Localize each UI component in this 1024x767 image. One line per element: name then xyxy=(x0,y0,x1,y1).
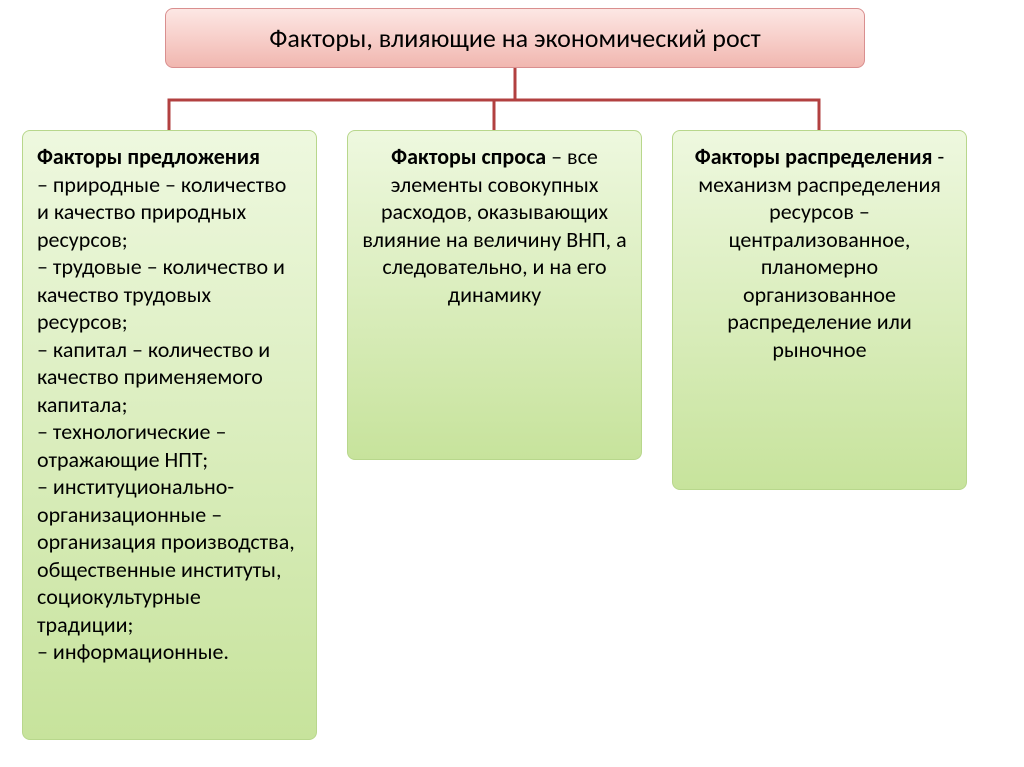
child-body: механизм распределения ресурсов – центра… xyxy=(698,171,941,363)
child-separator: – xyxy=(546,143,567,170)
root-node: Факторы, влияющие на экономический рост xyxy=(165,8,865,68)
child-node-demand: Факторы спроса – все элементы совокупных… xyxy=(347,130,642,460)
child-title: Факторы предложения xyxy=(37,143,260,170)
child-title: Факторы спроса xyxy=(391,143,546,170)
child-node-distribution: Факторы распределения - механизм распред… xyxy=(672,130,967,490)
child-body: – природные – количество и качество прир… xyxy=(37,171,302,666)
child-title: Факторы распределения xyxy=(695,143,933,170)
child-separator: - xyxy=(932,143,944,170)
root-title: Факторы, влияющие на экономический рост xyxy=(269,22,760,54)
child-node-supply: Факторы предложения – природные – количе… xyxy=(22,130,317,740)
